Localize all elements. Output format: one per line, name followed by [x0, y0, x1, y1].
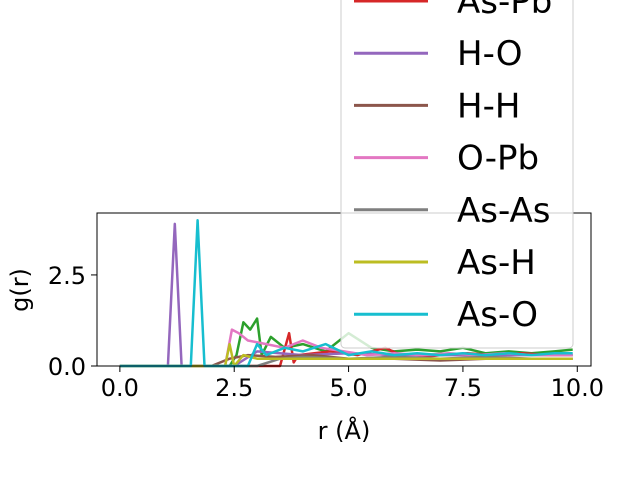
legend-entry-label: As-Pb [457, 0, 552, 22]
legend-entry-label: As-H [457, 243, 536, 283]
legend-entry-label: As-O [457, 295, 538, 335]
legend-entry-label: H-H [457, 86, 520, 126]
legend: As-Pb H-O H-H O-Pb As-As As-H As-O [340, 0, 574, 349]
y-axis-ticks: 0.0 2.5 [48, 262, 97, 381]
y-tick-label: 2.5 [48, 262, 86, 290]
series-line-as-h [119, 342, 573, 368]
y-tick-label: 0.0 [48, 353, 86, 381]
legend-entry-label: As-As [457, 191, 550, 231]
x-tick-label: 10.0 [551, 374, 604, 402]
x-tick-label: 2.5 [215, 374, 253, 402]
series-line-unlabeled [119, 317, 573, 368]
legend-entry-label: O-Pb [457, 139, 539, 179]
y-axis-label: g(r) [6, 268, 34, 312]
x-axis-ticks: 0.0 2.5 5.0 7.5 10.0 [101, 366, 604, 402]
plot-lines [119, 219, 573, 368]
legend-entry-label: H-O [457, 34, 523, 74]
x-tick-label: 7.5 [444, 374, 482, 402]
x-axis-label: r (Å) [318, 416, 371, 445]
x-tick-label: 5.0 [329, 374, 367, 402]
x-tick-label: 0.0 [101, 374, 139, 402]
